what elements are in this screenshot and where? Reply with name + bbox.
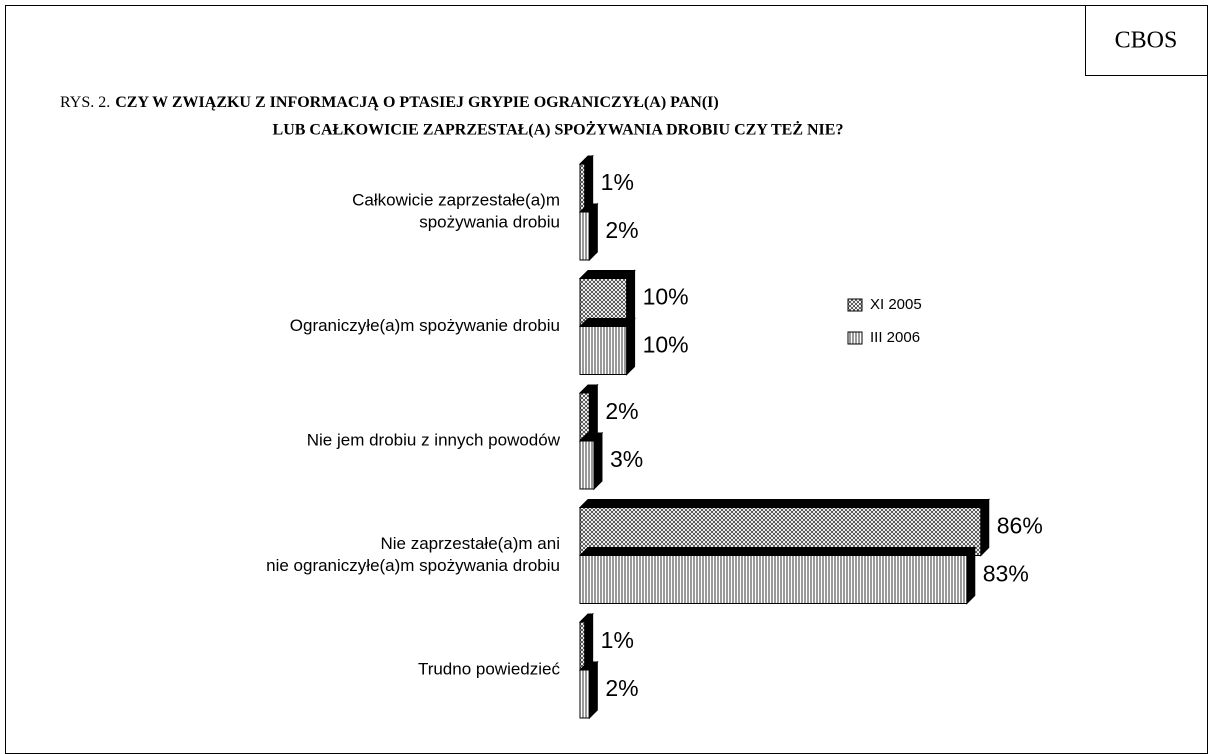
title-prefix: RYS. 2. [60,94,110,111]
bar-side [626,317,636,376]
category-label: spożywania drobiu [419,212,560,231]
category-label: Ograniczyłe(a)m spożywanie drobiu [290,316,560,335]
value-label: 86% [997,513,1043,539]
bar [579,669,590,719]
bar-side [980,498,990,557]
bar [579,440,595,490]
value-label: 1% [601,169,634,195]
value-label: 1% [601,627,634,653]
value-label: 2% [605,675,638,701]
bar-top [578,499,990,508]
value-label: 83% [983,561,1029,587]
legend-label: III 2006 [870,329,920,346]
chart-title: RYS. 2. CZY W ZWIĄZKU Z INFORMACJĄ O PTAS… [60,94,719,111]
bar [579,163,586,213]
bar [579,211,590,261]
badge: CBOS [1115,28,1178,54]
legend-swatch [847,331,863,345]
category-label: Nie zaprzestałe(a)m ani [380,534,560,553]
category-label: Trudno powiedzieć [418,659,561,678]
legend-swatch [847,298,863,312]
value-label: 2% [605,398,638,424]
legend-label: XI 2005 [870,296,922,313]
bar [579,621,586,671]
bar [579,555,968,604]
bar-top [578,270,636,279]
value-label: 3% [610,446,643,472]
bar-side [593,431,603,491]
title-line: CZY W ZWIĄZKU Z INFORMACJĄ O PTASIEJ GRY… [115,94,718,111]
value-label: 10% [643,284,689,310]
category-label: Nie jem drobiu z innych powodów [307,430,561,449]
category-label: nie ograniczyłe(a)m spożywania drobiu [266,556,560,575]
value-label: 10% [643,332,689,358]
category-label: Całkowicie zaprzestałe(a)m [352,190,560,209]
bar [579,326,628,375]
bar-side [588,202,598,262]
title-line: LUB CAŁKOWICIE ZAPRZESTAŁ(A) SPOŻYWANIA … [273,120,844,139]
badge-box [1085,5,1208,76]
bar-side [588,660,598,720]
bar-top [578,318,636,327]
bar-top [578,547,976,556]
bar-side [966,546,976,605]
value-label: 2% [605,217,638,243]
